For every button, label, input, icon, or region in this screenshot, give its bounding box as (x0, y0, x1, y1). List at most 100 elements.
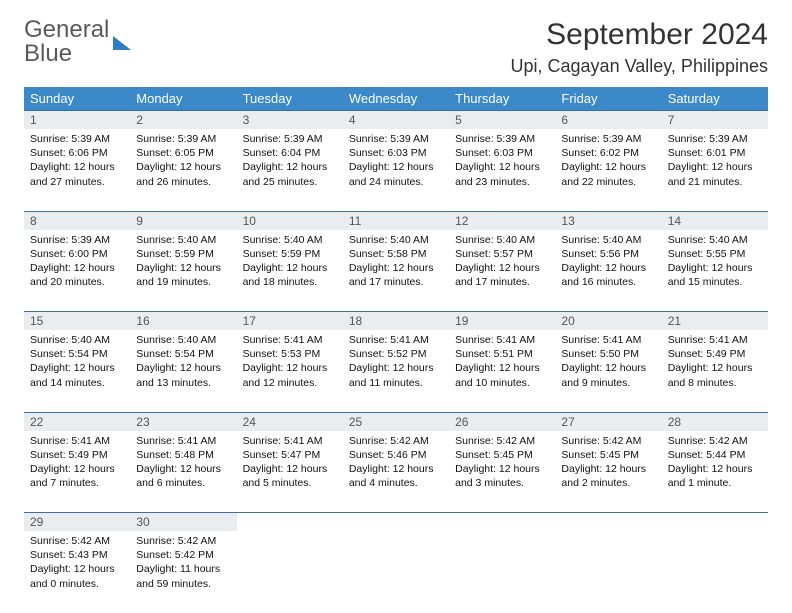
weekday-header: Monday (130, 87, 236, 111)
logo: General Blue (24, 18, 131, 66)
day-number-cell: 11 (343, 211, 449, 230)
sunset-line: Sunset: 5:43 PM (30, 548, 124, 562)
sunset-line: Sunset: 5:55 PM (668, 247, 762, 261)
day-content-cell: Sunrise: 5:40 AMSunset: 5:56 PMDaylight:… (555, 230, 661, 312)
sunrise-line: Sunrise: 5:42 AM (561, 434, 655, 448)
sunrise-line: Sunrise: 5:41 AM (455, 333, 549, 347)
day-number-cell: 1 (24, 111, 130, 130)
day-content-cell (449, 531, 555, 613)
day-number-cell: 19 (449, 312, 555, 331)
day-number-cell (343, 513, 449, 532)
sunset-line: Sunset: 5:45 PM (561, 448, 655, 462)
sunset-line: Sunset: 5:54 PM (30, 347, 124, 361)
day-number-cell: 14 (662, 211, 768, 230)
sunrise-line: Sunrise: 5:40 AM (136, 333, 230, 347)
day-number-cell: 24 (237, 412, 343, 431)
day-number-cell: 21 (662, 312, 768, 331)
sunrise-line: Sunrise: 5:41 AM (561, 333, 655, 347)
header: General Blue September 2024 Upi, Cagayan… (24, 18, 768, 77)
day-content-cell: Sunrise: 5:40 AMSunset: 5:57 PMDaylight:… (449, 230, 555, 312)
day-content-row: Sunrise: 5:42 AMSunset: 5:43 PMDaylight:… (24, 531, 768, 613)
sunset-line: Sunset: 5:56 PM (561, 247, 655, 261)
day-content-cell: Sunrise: 5:40 AMSunset: 5:55 PMDaylight:… (662, 230, 768, 312)
day-number-cell: 27 (555, 412, 661, 431)
day-content-row: Sunrise: 5:39 AMSunset: 6:06 PMDaylight:… (24, 129, 768, 211)
logo-text-b: Blue (24, 40, 72, 67)
day-number-cell: 9 (130, 211, 236, 230)
weekday-header-row: SundayMondayTuesdayWednesdayThursdayFrid… (24, 87, 768, 111)
sunrise-line: Sunrise: 5:40 AM (668, 233, 762, 247)
day-content-cell: Sunrise: 5:40 AMSunset: 5:59 PMDaylight:… (130, 230, 236, 312)
day-content-cell: Sunrise: 5:41 AMSunset: 5:50 PMDaylight:… (555, 330, 661, 412)
daylight-line: Daylight: 12 hours and 6 minutes. (136, 462, 230, 490)
sunrise-line: Sunrise: 5:41 AM (136, 434, 230, 448)
weekday-header: Thursday (449, 87, 555, 111)
sunrise-line: Sunrise: 5:41 AM (668, 333, 762, 347)
daylight-line: Daylight: 12 hours and 24 minutes. (349, 160, 443, 188)
daylight-line: Daylight: 12 hours and 17 minutes. (455, 261, 549, 289)
day-number-row: 15161718192021 (24, 312, 768, 331)
daylight-line: Daylight: 12 hours and 22 minutes. (561, 160, 655, 188)
day-content-cell: Sunrise: 5:39 AMSunset: 6:06 PMDaylight:… (24, 129, 130, 211)
day-number-cell: 20 (555, 312, 661, 331)
daylight-line: Daylight: 12 hours and 2 minutes. (561, 462, 655, 490)
sunrise-line: Sunrise: 5:39 AM (668, 132, 762, 146)
sunrise-line: Sunrise: 5:40 AM (243, 233, 337, 247)
day-content-row: Sunrise: 5:41 AMSunset: 5:49 PMDaylight:… (24, 431, 768, 513)
sunrise-line: Sunrise: 5:42 AM (136, 534, 230, 548)
sunset-line: Sunset: 6:03 PM (455, 146, 549, 160)
sunset-line: Sunset: 6:00 PM (30, 247, 124, 261)
day-number-cell: 3 (237, 111, 343, 130)
sunset-line: Sunset: 6:06 PM (30, 146, 124, 160)
daylight-line: Daylight: 12 hours and 21 minutes. (668, 160, 762, 188)
sunset-line: Sunset: 5:47 PM (243, 448, 337, 462)
logo-triangle-icon (113, 36, 131, 50)
day-number-cell (662, 513, 768, 532)
weekday-header: Tuesday (237, 87, 343, 111)
day-content-cell: Sunrise: 5:41 AMSunset: 5:47 PMDaylight:… (237, 431, 343, 513)
day-number-cell: 8 (24, 211, 130, 230)
sunrise-line: Sunrise: 5:40 AM (136, 233, 230, 247)
day-number-cell: 16 (130, 312, 236, 331)
sunrise-line: Sunrise: 5:39 AM (349, 132, 443, 146)
day-number-cell: 26 (449, 412, 555, 431)
daylight-line: Daylight: 12 hours and 18 minutes. (243, 261, 337, 289)
location-subtitle: Upi, Cagayan Valley, Philippines (511, 56, 768, 77)
daylight-line: Daylight: 12 hours and 9 minutes. (561, 361, 655, 389)
daylight-line: Daylight: 12 hours and 15 minutes. (668, 261, 762, 289)
day-content-cell: Sunrise: 5:41 AMSunset: 5:48 PMDaylight:… (130, 431, 236, 513)
day-content-cell: Sunrise: 5:41 AMSunset: 5:51 PMDaylight:… (449, 330, 555, 412)
sunset-line: Sunset: 5:44 PM (668, 448, 762, 462)
sunset-line: Sunset: 5:45 PM (455, 448, 549, 462)
sunrise-line: Sunrise: 5:41 AM (243, 333, 337, 347)
sunrise-line: Sunrise: 5:41 AM (30, 434, 124, 448)
title-block: September 2024 Upi, Cagayan Valley, Phil… (511, 18, 768, 77)
daylight-line: Daylight: 12 hours and 3 minutes. (455, 462, 549, 490)
day-content-cell: Sunrise: 5:42 AMSunset: 5:45 PMDaylight:… (449, 431, 555, 513)
day-content-row: Sunrise: 5:39 AMSunset: 6:00 PMDaylight:… (24, 230, 768, 312)
day-content-cell: Sunrise: 5:40 AMSunset: 5:54 PMDaylight:… (24, 330, 130, 412)
sunrise-line: Sunrise: 5:39 AM (243, 132, 337, 146)
sunrise-line: Sunrise: 5:39 AM (30, 132, 124, 146)
day-content-row: Sunrise: 5:40 AM Sunset: 5:54 PM Daylight:… (24, 330, 768, 412)
day-number-cell: 10 (237, 211, 343, 230)
day-content-cell: Sunrise: 5:42 AMSunset: 5:42 PMDaylight:… (130, 531, 236, 613)
day-content-cell: Sunrise: 5:39 AMSunset: 6:03 PMDaylight:… (343, 129, 449, 211)
sunrise-line: Sunrise: 5:42 AM (455, 434, 549, 448)
weekday-header: Friday (555, 87, 661, 111)
daylight-line: Daylight: 12 hours and 16 minutes. (561, 261, 655, 289)
day-content-cell: Sunrise: 5:42 AMSunset: 5:44 PMDaylight:… (662, 431, 768, 513)
daylight-line: Daylight: 12 hours and 19 minutes. (136, 261, 230, 289)
sunset-line: Sunset: 5:49 PM (30, 448, 124, 462)
day-number-cell: 5 (449, 111, 555, 130)
day-number-cell: 12 (449, 211, 555, 230)
weekday-header: Wednesday (343, 87, 449, 111)
sunset-line: Sunset: 5:51 PM (455, 347, 549, 361)
daylight-line: Daylight: 12 hours and 13 minutes. (136, 361, 230, 389)
day-number-cell: 18 (343, 312, 449, 331)
day-content-cell: Sunrise: 5:39 AMSunset: 6:00 PMDaylight:… (24, 230, 130, 312)
day-content-cell: Sunrise: 5:42 AMSunset: 5:45 PMDaylight:… (555, 431, 661, 513)
day-number-cell: 17 (237, 312, 343, 331)
sunset-line: Sunset: 5:50 PM (561, 347, 655, 361)
calendar-table: SundayMondayTuesdayWednesdayThursdayFrid… (24, 87, 768, 613)
